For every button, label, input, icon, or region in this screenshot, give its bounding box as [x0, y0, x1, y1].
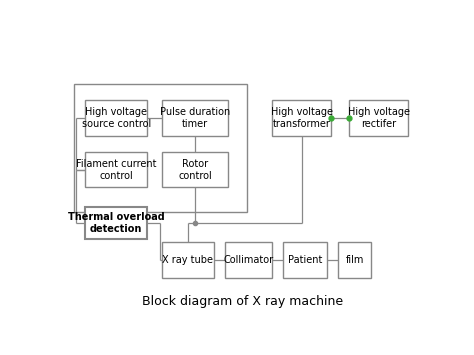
Text: Collimator: Collimator	[223, 255, 273, 265]
FancyBboxPatch shape	[338, 242, 372, 278]
Text: Pulse duration
timer: Pulse duration timer	[160, 107, 230, 129]
Text: Thermal overload
detection: Thermal overload detection	[68, 212, 164, 234]
FancyBboxPatch shape	[85, 100, 147, 136]
Text: Filament current
control: Filament current control	[76, 159, 156, 180]
FancyBboxPatch shape	[162, 152, 228, 187]
Text: High voltage
source control: High voltage source control	[82, 107, 151, 129]
Text: High voltage
rectifer: High voltage rectifer	[348, 107, 410, 129]
Text: X ray tube: X ray tube	[162, 255, 213, 265]
FancyBboxPatch shape	[225, 242, 272, 278]
Text: Patient: Patient	[288, 255, 323, 265]
FancyBboxPatch shape	[85, 207, 147, 239]
Text: film: film	[346, 255, 364, 265]
FancyBboxPatch shape	[85, 152, 147, 187]
FancyBboxPatch shape	[349, 100, 408, 136]
FancyBboxPatch shape	[162, 242, 213, 278]
Text: Block diagram of X ray machine: Block diagram of X ray machine	[142, 295, 344, 308]
FancyBboxPatch shape	[283, 242, 328, 278]
Text: Rotor
control: Rotor control	[178, 159, 212, 180]
Text: High voltage
transformer: High voltage transformer	[271, 107, 333, 129]
FancyBboxPatch shape	[162, 100, 228, 136]
FancyBboxPatch shape	[272, 100, 331, 136]
